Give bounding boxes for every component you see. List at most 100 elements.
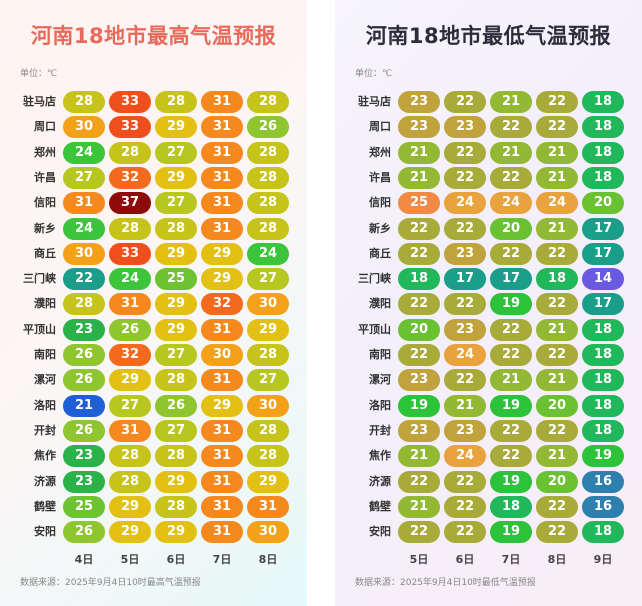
table-row: 三门峡 18 17 17 18 14 xyxy=(335,268,642,291)
table-row: 漯河 26 29 28 31 27 xyxy=(0,369,307,392)
table-row: 鹤壁 21 22 18 22 16 xyxy=(335,495,642,518)
city-label: 南阳 xyxy=(369,348,391,361)
table-row: 南阳 26 32 27 30 28 xyxy=(0,344,307,366)
temperature-cell: 28 xyxy=(155,369,197,392)
temperature-cell: 30 xyxy=(63,242,105,265)
temperature-cell: 22 xyxy=(398,217,440,240)
temperature-cell: 37 xyxy=(109,192,151,215)
table-row: 济源 22 22 19 20 16 xyxy=(335,470,642,493)
city-label: 驻马店 xyxy=(358,95,391,108)
temperature-cell: 25 xyxy=(155,268,197,291)
temperature-cell: 28 xyxy=(155,495,197,518)
city-label: 洛阳 xyxy=(369,398,391,412)
temperature-cell: 22 xyxy=(444,495,486,518)
table-row: 新乡 24 28 28 31 28 xyxy=(0,217,307,240)
temperature-cell: 23 xyxy=(63,445,105,468)
temperature-cell: 31 xyxy=(201,192,243,215)
temperature-cell: 22 xyxy=(444,217,486,240)
temperature-cell: 26 xyxy=(247,116,289,139)
temperature-cell: 21 xyxy=(490,141,532,164)
city-label: 濮阳 xyxy=(34,297,56,311)
temperature-cell: 28 xyxy=(109,445,151,468)
temperature-cell: 23 xyxy=(398,369,440,392)
table-row: 信阳 25 24 24 24 20 xyxy=(335,192,642,215)
temperature-cell: 29 xyxy=(155,293,197,316)
temperature-cell: 31 xyxy=(201,141,243,164)
table-row: 洛阳 21 27 26 29 30 xyxy=(0,394,307,417)
day-label: 7日 xyxy=(501,553,521,566)
temperature-cell: 31 xyxy=(201,419,243,442)
temperature-cell: 18 xyxy=(582,166,624,189)
temperature-cell: 21 xyxy=(536,369,578,392)
temperature-cell: 18 xyxy=(582,141,624,164)
temperature-cell: 29 xyxy=(201,242,243,265)
city-label: 焦作 xyxy=(369,449,391,463)
table-row: 洛阳 19 21 19 20 18 xyxy=(335,394,642,417)
temperature-cell: 20 xyxy=(582,192,624,215)
temperature-cell: 18 xyxy=(582,394,624,417)
temperature-cell: 26 xyxy=(63,369,105,392)
table-row: 三门峡 22 24 25 29 27 xyxy=(0,268,307,291)
temperature-cell: 31 xyxy=(201,445,243,468)
temperature-cell: 23 xyxy=(444,242,486,265)
city-label: 驻马店 xyxy=(23,95,56,108)
low-temp-unit: 单位：℃ xyxy=(355,69,393,79)
table-row: 濮阳 22 22 19 22 17 xyxy=(335,293,642,316)
table-row: 平顶山 20 23 22 21 18 xyxy=(335,318,642,341)
table-row: 漯河 23 22 21 21 18 xyxy=(335,369,642,392)
city-label: 平顶山 xyxy=(358,322,391,336)
temperature-cell: 29 xyxy=(155,470,197,493)
temperature-cell: 31 xyxy=(201,217,243,240)
temperature-cell: 23 xyxy=(444,318,486,341)
low-temp-source: 数据来源：2025年9月4日10时最低气温预报 xyxy=(355,578,536,588)
city-label: 信阳 xyxy=(34,196,56,210)
temperature-cell: 21 xyxy=(398,141,440,164)
table-row: 商丘 22 23 22 22 17 xyxy=(335,242,642,265)
temperature-cell: 19 xyxy=(490,394,532,417)
temperature-cell: 22 xyxy=(490,419,532,442)
temperature-cell: 23 xyxy=(398,419,440,442)
temperature-cell: 25 xyxy=(398,192,440,215)
city-label: 信阳 xyxy=(369,196,391,210)
temperature-cell: 24 xyxy=(536,192,578,215)
temperature-cell: 23 xyxy=(63,470,105,493)
day-label: 7日 xyxy=(212,553,232,566)
temperature-cell: 22 xyxy=(398,242,440,265)
temperature-cell: 17 xyxy=(582,217,624,240)
temperature-cell: 26 xyxy=(109,318,151,341)
day-label: 5日 xyxy=(120,553,140,566)
temperature-cell: 29 xyxy=(109,369,151,392)
temperature-cell: 31 xyxy=(201,91,243,113)
temperature-cell: 31 xyxy=(201,495,243,518)
temperature-cell: 28 xyxy=(247,217,289,240)
temperature-cell: 29 xyxy=(155,521,197,544)
high-temp-unit: 单位：℃ xyxy=(20,69,58,79)
city-label: 鹤壁 xyxy=(34,499,56,513)
temperature-cell: 22 xyxy=(398,293,440,316)
city-label: 郑州 xyxy=(34,145,56,159)
city-label: 新乡 xyxy=(369,221,391,235)
temperature-cell: 19 xyxy=(490,293,532,316)
table-row: 开封 23 23 22 22 18 xyxy=(335,419,642,442)
table-row: 许昌 27 32 29 31 28 xyxy=(0,166,307,189)
table-row: 安阳 22 22 19 22 18 xyxy=(335,521,642,544)
temperature-cell: 19 xyxy=(398,394,440,417)
temperature-cell: 28 xyxy=(247,419,289,442)
city-label: 郑州 xyxy=(369,145,391,159)
temperature-cell: 24 xyxy=(490,192,532,215)
temperature-cell: 16 xyxy=(582,495,624,518)
day-label: 5日 xyxy=(409,553,429,566)
temperature-cell: 19 xyxy=(490,521,532,544)
temperature-cell: 29 xyxy=(155,318,197,341)
table-row: 驻马店 28 33 28 31 28 xyxy=(0,91,307,113)
table-row: 郑州 24 28 27 31 28 xyxy=(0,141,307,164)
city-label: 开封 xyxy=(34,423,56,437)
temperature-cell: 22 xyxy=(536,419,578,442)
temperature-cell: 25 xyxy=(63,495,105,518)
temperature-cell: 28 xyxy=(109,217,151,240)
city-label: 济源 xyxy=(34,474,56,488)
temperature-cell: 22 xyxy=(398,521,440,544)
temperature-cell: 22 xyxy=(490,344,532,366)
temperature-cell: 24 xyxy=(247,242,289,265)
temperature-cell: 14 xyxy=(582,268,624,291)
